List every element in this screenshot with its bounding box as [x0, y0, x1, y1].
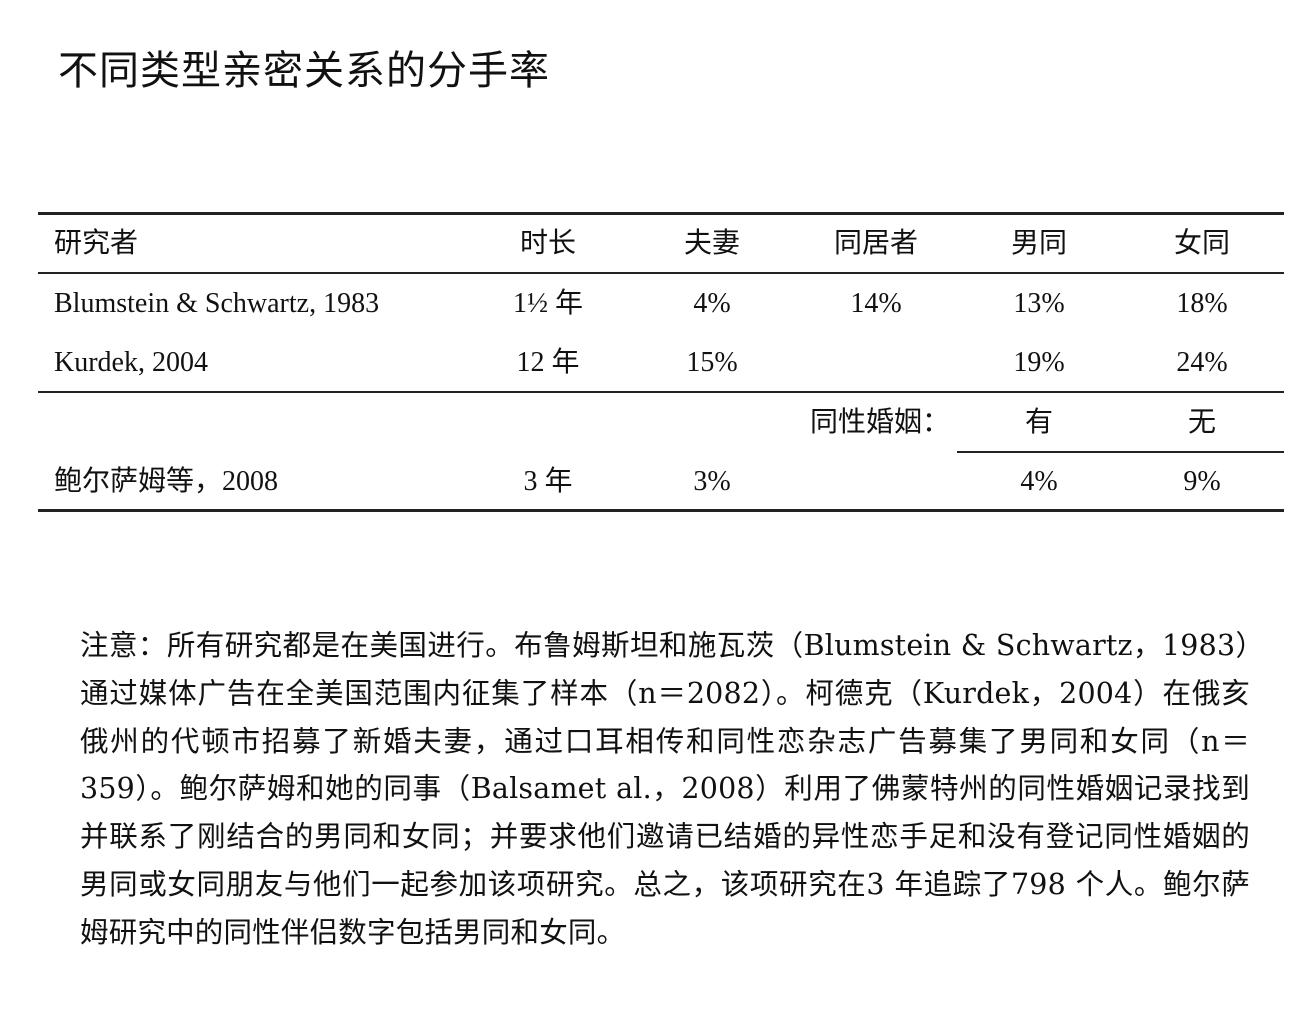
cell-cohabiting: 14%: [850, 288, 902, 319]
cell-lesbians: 24%: [1176, 347, 1228, 378]
cell-gay-men: 4%: [1020, 466, 1058, 497]
cell-researcher: Blumstein & Schwartz, 1983: [54, 288, 380, 319]
subheader-rule: [957, 451, 1284, 453]
cell-duration: 1½ 年: [512, 288, 584, 319]
header-bottom-rule: [38, 272, 1284, 274]
table-note: 注意：所有研究都是在美国进行。布鲁姆斯坦和施瓦茨（Blumstein & Sch…: [80, 629, 1250, 949]
header-researcher: 研究者: [54, 228, 139, 259]
cell-gay-men: 19%: [1013, 347, 1065, 378]
subheader-yes: 有: [1024, 407, 1054, 438]
cell-researcher: Kurdek, 2004: [54, 347, 208, 378]
header-married: 夫妻: [683, 228, 741, 259]
cell-researcher: 鲍尔萨姆等，2008: [54, 466, 279, 497]
page-title: 不同类型亲密关系的分手率: [58, 48, 550, 94]
header-duration: 时长: [519, 228, 577, 259]
cell-duration: 12 年: [516, 347, 580, 378]
header-gay-men: 男同: [1010, 228, 1068, 259]
subheader-no: 无: [1187, 407, 1217, 438]
table-bottom-rule: [38, 509, 1284, 512]
table-top-rule: [38, 212, 1284, 215]
cell-lesbians: 18%: [1176, 288, 1228, 319]
cell-married: 3%: [693, 466, 731, 497]
subheader-label: 同性婚姻：: [809, 407, 950, 438]
cell-married: 4%: [693, 288, 731, 319]
cell-duration: 3 年: [523, 466, 573, 497]
header-lesbians: 女同: [1173, 228, 1231, 259]
cell-married: 15%: [686, 347, 738, 378]
header-cohabiting: 同居者: [833, 228, 919, 259]
section-rule: [38, 391, 1284, 393]
cell-gay-men: 13%: [1013, 288, 1065, 319]
cell-lesbians: 9%: [1183, 466, 1221, 497]
